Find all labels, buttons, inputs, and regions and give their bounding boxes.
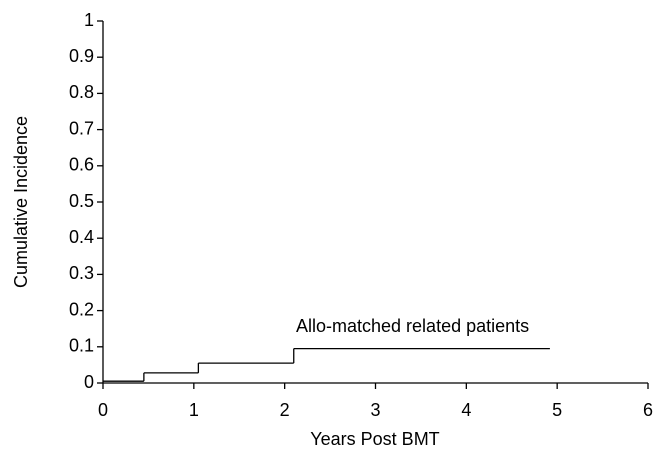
x-tick-label: 0: [98, 400, 108, 420]
x-tick-label: 1: [189, 400, 199, 420]
annotation: Allo-matched related patients: [296, 316, 529, 336]
y-tick-label: 1: [84, 10, 94, 30]
y-tick-label: 0.4: [69, 227, 94, 247]
y-tick-label: 0.2: [69, 299, 94, 319]
y-tick-label: 0: [84, 372, 94, 392]
x-axis-title: Years Post BMT: [310, 429, 439, 449]
y-tick-label: 0.8: [69, 82, 94, 102]
y-tick-label: 0.9: [69, 46, 94, 66]
y-tick-label: 0.1: [69, 336, 94, 356]
x-tick-label: 6: [643, 400, 653, 420]
x-tick-label: 4: [461, 400, 471, 420]
x-tick-label: 3: [370, 400, 380, 420]
y-tick-label: 0.7: [69, 118, 94, 138]
y-tick-label: 0.6: [69, 155, 94, 175]
x-tick-label: 2: [280, 400, 290, 420]
y-axis-title: Cumulative Incidence: [11, 116, 31, 288]
y-tick-label: 0.5: [69, 191, 94, 211]
y-tick-label: 0.3: [69, 263, 94, 283]
x-tick-label: 5: [552, 400, 562, 420]
